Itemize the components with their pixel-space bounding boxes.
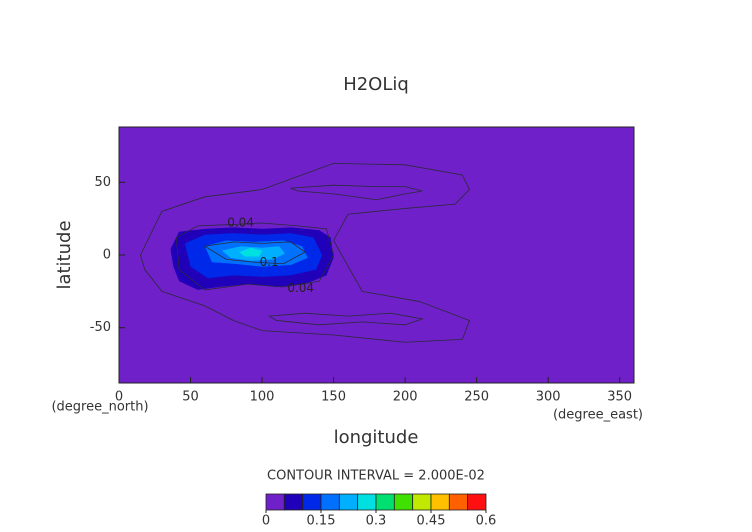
x-tick-label: 200 [393, 390, 418, 405]
filled-region [239, 247, 263, 257]
contour-line [203, 241, 306, 265]
colorbar-box [375, 493, 395, 511]
y-tick-label: 50 [94, 175, 111, 190]
x-tick-label: 350 [607, 390, 632, 405]
contour-line [175, 222, 335, 291]
contour-line [290, 184, 423, 201]
colorbar-box [448, 493, 469, 511]
colorbar-box [302, 493, 322, 511]
colorbar-box [265, 493, 285, 511]
x-tick-label: 250 [464, 390, 489, 405]
contour-note: CONTOUR INTERVAL = 2.000E-02 [267, 469, 485, 484]
x-tick-label: 150 [321, 390, 346, 405]
x-tick-label: 50 [182, 390, 199, 405]
colorbar-box [283, 493, 304, 511]
contour-line [140, 162, 471, 343]
y-unit: (degree_north) [51, 400, 148, 415]
colorbar-box [430, 493, 450, 511]
y-tick-label: -50 [90, 320, 111, 335]
x-tick-label: 300 [536, 390, 561, 405]
x-tick-label: 0 [115, 390, 123, 405]
colorbar-box [338, 493, 359, 511]
chart-title: H2OLiq [343, 74, 409, 95]
colorbar-tick-label: 0 [262, 514, 270, 529]
colorbar-box [393, 493, 414, 511]
x-tick-label: 100 [250, 390, 275, 405]
colorbar-box [320, 493, 340, 511]
x-unit: (degree_east) [553, 408, 643, 423]
colorbar-box [412, 493, 432, 511]
colorbar-tick-label: 0.15 [307, 514, 336, 529]
x-axis-label: longitude [334, 427, 419, 448]
colorbar-tick-label: 0.6 [476, 514, 497, 529]
y-axis-label: latitude [54, 220, 75, 289]
contour-label: 0.04 [227, 216, 254, 230]
contour-label: 0.04 [287, 281, 314, 295]
colorbar-tick-label: 0.3 [366, 514, 387, 529]
colorbar-tick-label: 0.45 [417, 514, 446, 529]
colorbar-box [467, 493, 487, 511]
contour-line [267, 312, 424, 326]
contour-label: 0.1 [260, 255, 279, 269]
colorbar-box [357, 493, 377, 511]
y-tick-label: 0 [103, 248, 111, 263]
